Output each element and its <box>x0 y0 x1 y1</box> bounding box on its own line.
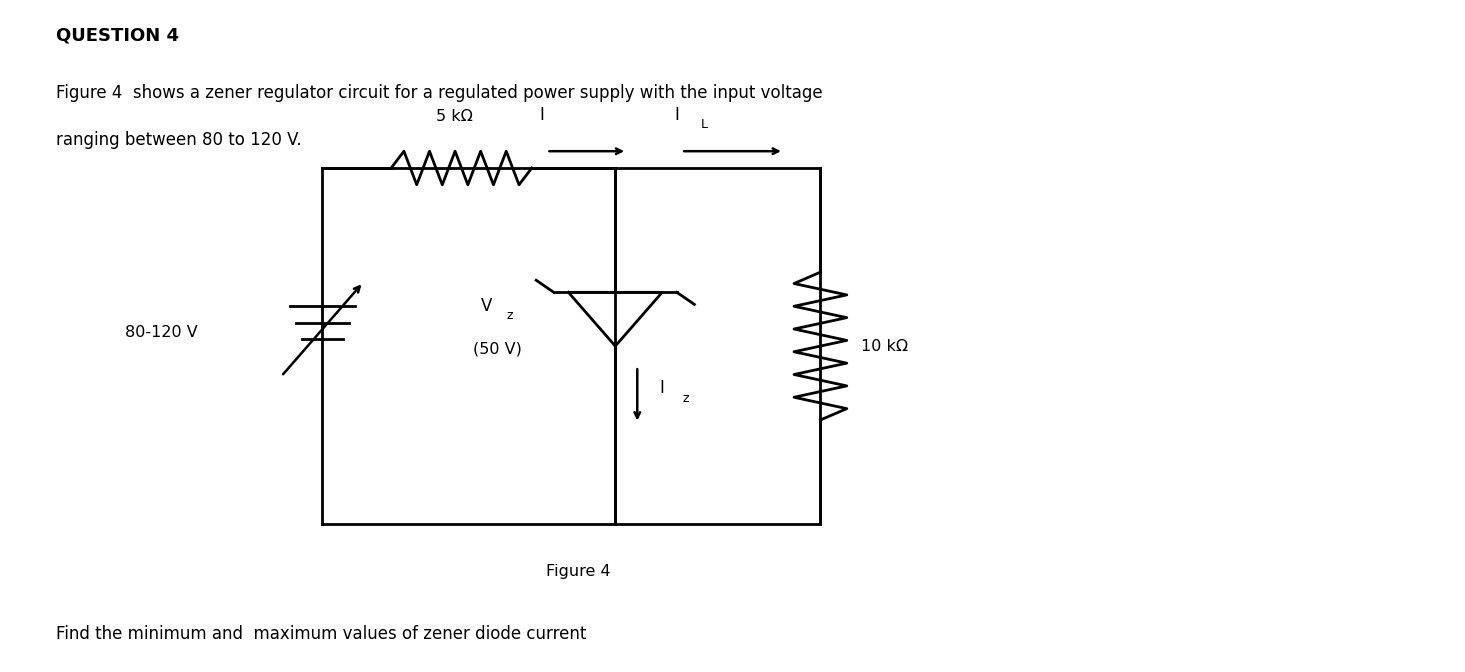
Text: 80-120 V: 80-120 V <box>125 325 198 340</box>
Text: QUESTION 4: QUESTION 4 <box>56 27 179 45</box>
Text: 5 kΩ: 5 kΩ <box>435 110 473 124</box>
Text: L: L <box>700 118 708 131</box>
Text: Figure 4: Figure 4 <box>546 564 611 579</box>
Text: 10 kΩ: 10 kΩ <box>861 339 908 353</box>
Text: Figure 4  shows a zener regulator circuit for a regulated power supply with the : Figure 4 shows a zener regulator circuit… <box>56 84 822 102</box>
Text: Find the minimum and  maximum values of zener diode current: Find the minimum and maximum values of z… <box>56 625 586 643</box>
Text: V: V <box>481 297 492 314</box>
Text: z: z <box>507 309 513 323</box>
Text: (50 V): (50 V) <box>473 342 522 357</box>
Text: I: I <box>539 106 544 124</box>
Text: I: I <box>659 379 664 397</box>
Text: z: z <box>683 392 689 405</box>
Text: ranging between 80 to 120 V.: ranging between 80 to 120 V. <box>56 131 302 149</box>
Text: I: I <box>674 106 678 124</box>
